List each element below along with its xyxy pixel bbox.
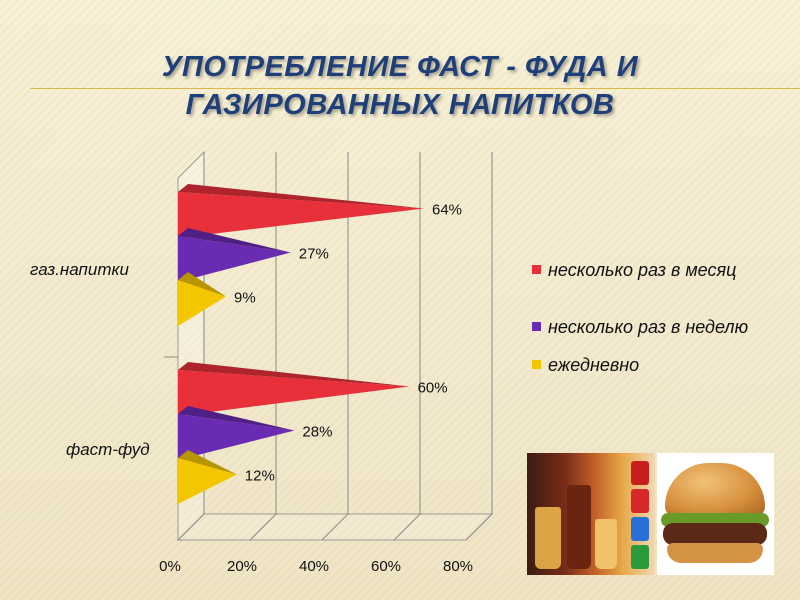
bar-top-1-2	[178, 450, 237, 475]
glass-lemonade	[595, 519, 617, 569]
soft-drinks-photo	[527, 453, 655, 575]
bar-top-0-0	[178, 184, 424, 209]
x-tick-label-4: 80%	[443, 558, 473, 575]
burger-bun-top	[665, 463, 765, 517]
bar-1-1	[178, 414, 295, 460]
can-red-2	[631, 489, 649, 513]
bar-top-1-0	[178, 362, 410, 387]
legend-swatch-daily	[532, 360, 541, 369]
legend-label-weekly: несколько раз в неделю	[548, 317, 749, 337]
burger-bun-bottom	[667, 543, 763, 563]
floor-gridline-1	[249, 513, 277, 541]
data-label-1-2: 12%	[245, 468, 275, 485]
bar-0-0	[178, 192, 424, 238]
bar-0-1	[178, 236, 291, 282]
bar-top-0-1	[178, 228, 291, 253]
floor-gridline-3	[393, 513, 421, 541]
hamburger-photo	[657, 453, 774, 575]
slide-title: УПОТРЕБЛЕНИЕ ФАСТ - ФУДА И ГАЗИРОВАННЫХ …	[40, 48, 760, 124]
legend-swatch-weekly	[532, 322, 541, 331]
title-line-2: ГАЗИРОВАННЫХ НАПИТКОВ	[185, 89, 615, 121]
can-green	[631, 545, 649, 569]
bar-0-2	[178, 280, 226, 326]
category-label-fastfood: фаст-фуд	[66, 440, 150, 459]
x-tick-label-0: 0%	[159, 558, 181, 575]
glass-orange	[535, 507, 561, 569]
x-tick-label-2: 40%	[299, 558, 329, 575]
x-tick-label-1: 20%	[227, 558, 257, 575]
title-line-1: УПОТРЕБЛЕНИЕ ФАСТ - ФУДА И	[161, 51, 639, 83]
chart-legend: несколько раз в месяц несколько раз в не…	[530, 258, 790, 377]
can-blue	[631, 517, 649, 541]
bar-1-2	[178, 458, 237, 504]
legend-item-monthly: несколько раз в месяц	[530, 258, 790, 282]
floor-gridline-0	[177, 513, 205, 541]
data-label-0-1: 27%	[299, 246, 329, 263]
floor-gridline-4	[465, 513, 493, 541]
floor-gridline-2	[321, 513, 349, 541]
data-label-1-0: 60%	[418, 380, 448, 397]
title-divider	[30, 88, 800, 89]
glass-cola	[567, 485, 591, 569]
legend-item-daily: ежедневно	[530, 353, 790, 377]
data-label-1-1: 28%	[302, 424, 332, 441]
x-tick-label-3: 60%	[371, 558, 401, 575]
legend-label-daily: ежедневно	[548, 355, 640, 375]
bar-1-0	[178, 370, 410, 416]
bar-top-1-1	[178, 406, 295, 431]
burger-patty	[663, 523, 767, 545]
legend-label-monthly: несколько раз в месяц	[548, 260, 737, 280]
legend-item-weekly: несколько раз в неделю	[530, 315, 768, 339]
category-label-soda: газ.напитки	[30, 260, 129, 279]
legend-swatch-monthly	[532, 265, 541, 274]
can-red	[631, 461, 649, 485]
data-label-0-0: 64%	[432, 202, 462, 219]
bar-top-0-2	[178, 272, 226, 297]
data-label-0-2: 9%	[234, 290, 256, 307]
